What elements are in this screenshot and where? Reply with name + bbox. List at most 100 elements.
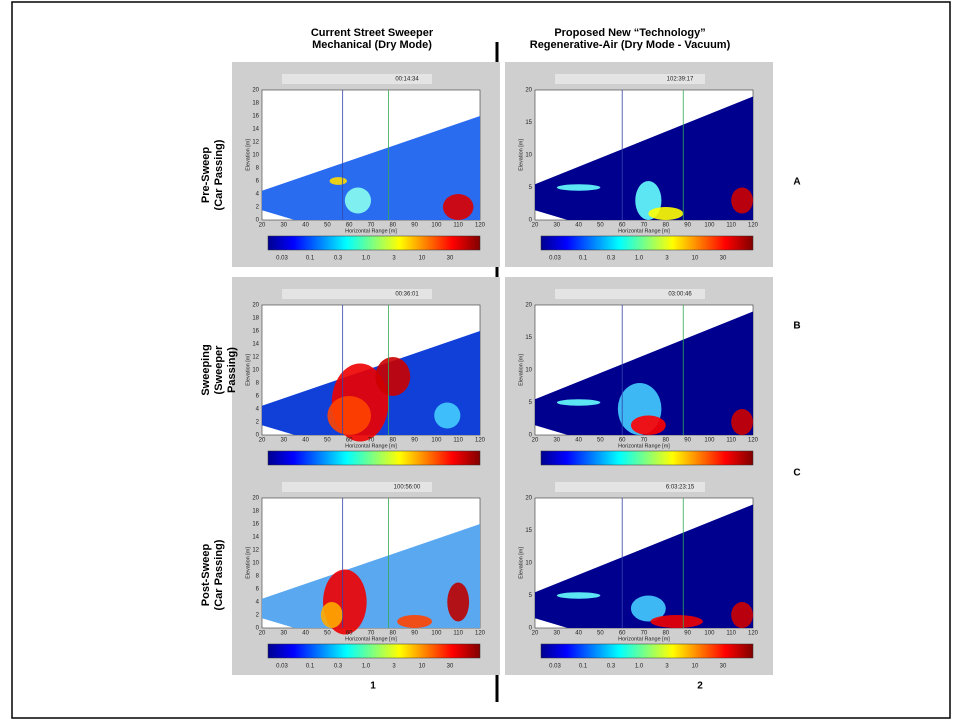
x-tick-label: 100 — [431, 438, 442, 444]
timestamp: 6:03:23:15 — [666, 485, 695, 491]
row-letter: A — [793, 177, 800, 188]
x-tick-label: 40 — [575, 631, 582, 637]
timestamp: 102:39:17 — [667, 77, 694, 83]
y-tick-label: 10 — [525, 561, 532, 567]
colorbar-tick-label: 0.03 — [276, 256, 288, 262]
heatmap-blob — [731, 188, 753, 214]
column-title: Regenerative-Air (Dry Mode - Vacuum) — [530, 39, 731, 51]
x-tick-label: 50 — [324, 438, 331, 444]
timestamp: 03:00:46 — [668, 292, 692, 298]
y-axis-label: Elevation [m] — [245, 139, 251, 171]
column-number: 2 — [697, 681, 703, 692]
heatmap-blob — [447, 583, 469, 622]
x-tick-label: 110 — [726, 631, 736, 637]
x-tick-label: 50 — [324, 223, 331, 229]
colorbar-tick-label: 1.0 — [635, 664, 644, 670]
x-axis-label: Horizontal Range [m] — [345, 443, 397, 449]
x-tick-label: 90 — [411, 438, 418, 444]
colorbar — [541, 236, 753, 250]
x-tick-label: 50 — [324, 631, 331, 637]
column-title: Current Street Sweeper — [311, 27, 434, 39]
y-tick-label: 12 — [252, 355, 259, 361]
y-tick-label: 10 — [252, 561, 259, 567]
x-tick-label: 120 — [748, 438, 759, 444]
heatmap-blob — [443, 194, 474, 220]
x-tick-label: 20 — [259, 438, 266, 444]
y-tick-label: 20 — [525, 496, 532, 502]
colorbar-tick-label: 0.1 — [579, 664, 588, 670]
y-tick-label: 10 — [525, 368, 532, 374]
x-tick-label: 20 — [259, 631, 266, 637]
colorbar-tick-label: 30 — [720, 664, 727, 670]
x-axis-label: Horizontal Range [m] — [618, 443, 670, 449]
colorbar-tick-label: 10 — [419, 664, 426, 670]
heatmap-blob — [557, 399, 601, 406]
y-tick-label: 10 — [525, 153, 532, 159]
timestamp: 100:56:00 — [394, 485, 421, 491]
y-tick-label: 15 — [525, 335, 532, 341]
colorbar-tick-label: 30 — [447, 664, 454, 670]
x-tick-label: 30 — [280, 223, 287, 229]
x-tick-label: 120 — [748, 631, 759, 637]
heatmap-blob — [557, 592, 601, 599]
colorbar-tick-label: 10 — [692, 256, 699, 262]
x-tick-label: 50 — [597, 438, 604, 444]
x-tick-label: 110 — [726, 438, 736, 444]
colorbar-tick-label: 1.0 — [635, 256, 644, 262]
x-tick-label: 30 — [553, 438, 560, 444]
timestamp: 00:14:34 — [395, 77, 419, 83]
y-tick-label: 14 — [252, 127, 259, 133]
heatmap-blob — [345, 188, 371, 214]
x-tick-label: 40 — [575, 223, 582, 229]
y-axis-label: Elevation [m] — [245, 354, 251, 386]
row-label: (Sweeper — [213, 345, 225, 395]
y-axis-label: Elevation [m] — [518, 547, 524, 579]
x-tick-label: 50 — [597, 223, 604, 229]
panel: 03:00:4620304050607080901001101200510152… — [505, 277, 773, 477]
panel: 100:56:002030405060708090100110120024681… — [232, 470, 500, 675]
colorbar-tick-label: 0.1 — [579, 256, 588, 262]
y-tick-label: 20 — [252, 496, 259, 502]
colorbar-tick-label: 0.03 — [549, 664, 561, 670]
x-tick-label: 50 — [597, 631, 604, 637]
heatmap-blob — [731, 409, 753, 435]
colorbar-tick-label: 0.03 — [276, 664, 288, 670]
heatmap-blob — [557, 184, 601, 191]
colorbar-tick-label: 0.03 — [549, 256, 561, 262]
y-tick-label: 10 — [252, 153, 259, 159]
heatmap-blob — [651, 615, 703, 628]
y-axis-label: Elevation [m] — [245, 547, 251, 579]
heatmap-blob — [327, 396, 371, 435]
x-tick-label: 90 — [684, 631, 691, 637]
colorbar-tick-label: 0.1 — [306, 664, 315, 670]
x-tick-label: 110 — [453, 438, 463, 444]
x-axis-label: Horizontal Range [m] — [618, 228, 670, 234]
colorbar-tick-label: 0.3 — [607, 256, 616, 262]
heatmap-blob — [375, 357, 410, 396]
x-tick-label: 30 — [280, 438, 287, 444]
colorbar-tick-label: 0.3 — [607, 664, 616, 670]
row-label: Pre-Sweep — [200, 147, 212, 204]
x-tick-label: 20 — [532, 631, 539, 637]
y-axis-label: Elevation [m] — [518, 354, 524, 386]
colorbar-tick-label: 0.3 — [334, 256, 343, 262]
heatmap-blob — [434, 403, 460, 429]
heatmap-blob — [330, 177, 347, 185]
x-tick-label: 110 — [453, 223, 463, 229]
x-tick-label: 20 — [532, 223, 539, 229]
row-label: Sweeping — [200, 344, 212, 395]
colorbar-tick-label: 10 — [692, 664, 699, 670]
y-tick-label: 16 — [252, 522, 259, 528]
panel: 6:03:23:15203040506070809010011012005101… — [505, 470, 773, 675]
y-tick-label: 15 — [525, 528, 532, 534]
x-tick-label: 100 — [704, 223, 715, 229]
y-tick-label: 12 — [252, 548, 259, 554]
colorbar-tick-label: 0.3 — [334, 664, 343, 670]
x-tick-label: 100 — [704, 631, 715, 637]
timestamp: 00:36:01 — [395, 292, 419, 298]
y-tick-label: 14 — [252, 342, 259, 348]
x-tick-label: 100 — [431, 223, 442, 229]
y-tick-label: 14 — [252, 535, 259, 541]
row-letter: C — [793, 468, 800, 479]
row-label: Post-Sweep — [200, 544, 212, 607]
